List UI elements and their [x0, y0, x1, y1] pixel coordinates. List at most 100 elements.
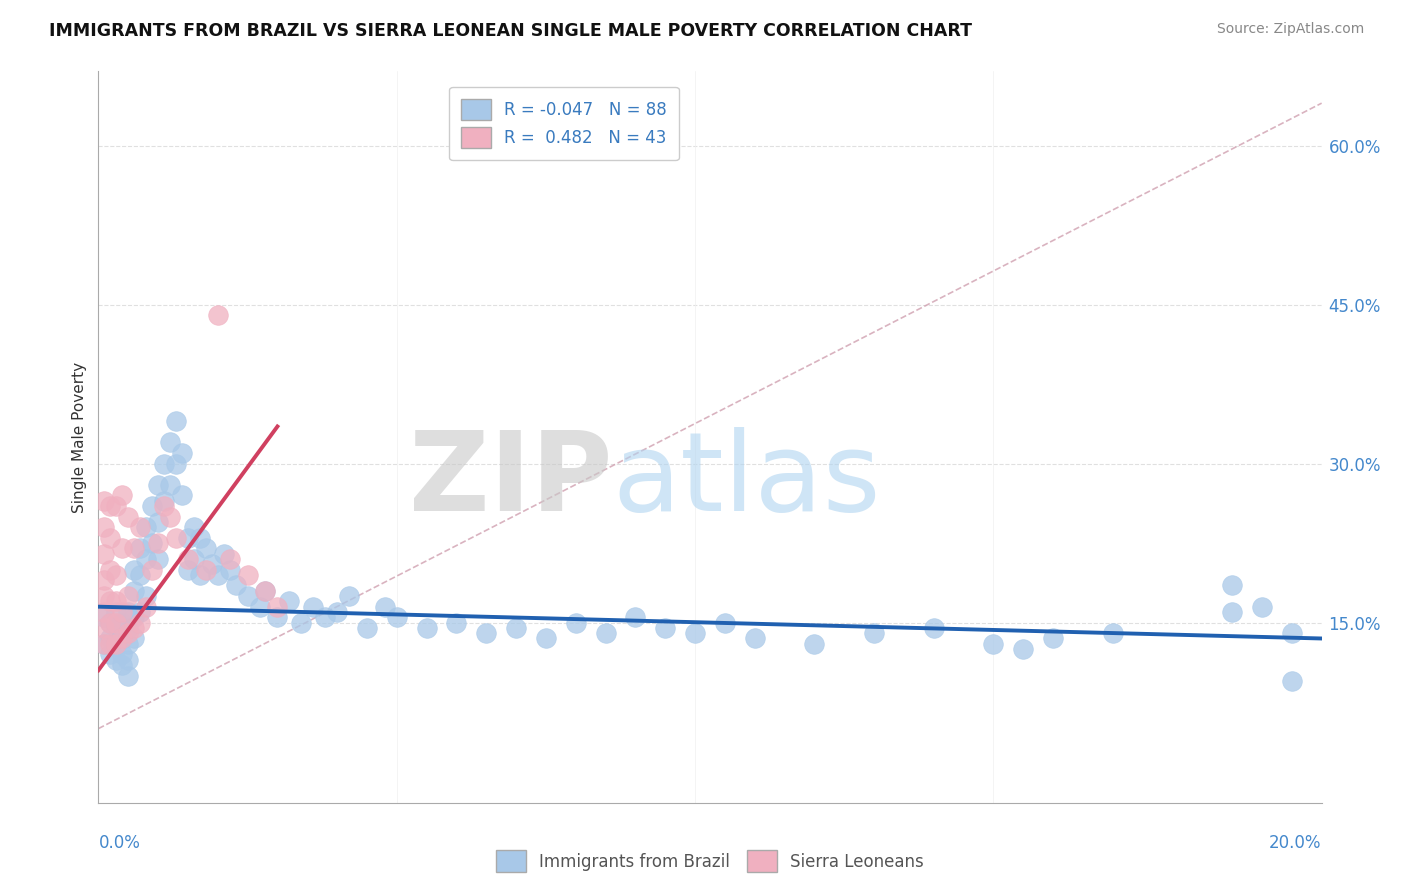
Point — [146, 536, 169, 550]
Point — [93, 573, 115, 587]
Point — [236, 567, 259, 582]
Point — [1101, 626, 1123, 640]
Point — [1012, 642, 1035, 657]
Point — [863, 626, 886, 640]
Point — [337, 589, 360, 603]
Point — [170, 488, 193, 502]
Point — [218, 563, 240, 577]
Text: 20.0%: 20.0% — [1270, 834, 1322, 852]
Point — [122, 541, 145, 556]
Point — [225, 578, 247, 592]
Point — [207, 567, 229, 582]
Point — [983, 637, 1005, 651]
Point — [188, 567, 211, 582]
Point — [374, 599, 396, 614]
Point — [111, 488, 134, 502]
Point — [153, 493, 176, 508]
Point — [159, 477, 181, 491]
Point — [249, 599, 271, 614]
Point — [654, 621, 676, 635]
Point — [111, 648, 134, 662]
Point — [254, 583, 277, 598]
Point — [194, 541, 217, 556]
Point — [159, 435, 181, 450]
Text: ZIP: ZIP — [409, 427, 612, 534]
Point — [117, 589, 139, 603]
Point — [117, 653, 139, 667]
Point — [105, 637, 128, 651]
Point — [475, 626, 498, 640]
Point — [98, 531, 121, 545]
Point — [93, 589, 115, 603]
Point — [194, 563, 217, 577]
Point — [153, 499, 176, 513]
Point — [1251, 599, 1274, 614]
Point — [177, 531, 200, 545]
Point — [93, 605, 115, 619]
Point — [117, 509, 139, 524]
Point — [98, 615, 121, 630]
Point — [105, 605, 128, 619]
Point — [105, 615, 128, 630]
Point — [141, 536, 163, 550]
Point — [117, 637, 139, 651]
Point — [534, 632, 557, 646]
Point — [744, 632, 766, 646]
Point — [122, 563, 145, 577]
Point — [146, 552, 169, 566]
Point — [129, 605, 152, 619]
Point — [165, 414, 187, 428]
Point — [105, 653, 128, 667]
Point — [98, 499, 121, 513]
Point — [236, 589, 259, 603]
Point — [170, 446, 193, 460]
Point — [290, 615, 312, 630]
Point — [1042, 632, 1064, 646]
Point — [505, 621, 527, 635]
Point — [1281, 673, 1303, 688]
Point — [266, 599, 288, 614]
Point — [278, 594, 301, 608]
Point — [93, 637, 115, 651]
Point — [122, 632, 145, 646]
Text: IMMIGRANTS FROM BRAZIL VS SIERRA LEONEAN SINGLE MALE POVERTY CORRELATION CHART: IMMIGRANTS FROM BRAZIL VS SIERRA LEONEAN… — [49, 22, 972, 40]
Text: Source: ZipAtlas.com: Source: ZipAtlas.com — [1216, 22, 1364, 37]
Point — [254, 583, 277, 598]
Point — [93, 547, 115, 561]
Point — [98, 648, 121, 662]
Point — [141, 499, 163, 513]
Point — [98, 632, 121, 646]
Point — [111, 632, 134, 646]
Point — [93, 493, 115, 508]
Point — [105, 637, 128, 651]
Point — [1220, 578, 1243, 592]
Point — [565, 615, 588, 630]
Point — [105, 499, 128, 513]
Point — [129, 567, 152, 582]
Point — [446, 615, 468, 630]
Point — [314, 610, 336, 624]
Point — [105, 621, 128, 635]
Point — [1220, 605, 1243, 619]
Point — [146, 515, 169, 529]
Point — [122, 621, 145, 635]
Point — [111, 605, 134, 619]
Point — [803, 637, 825, 651]
Y-axis label: Single Male Poverty: Single Male Poverty — [72, 361, 87, 513]
Point — [177, 563, 200, 577]
Point — [183, 552, 205, 566]
Point — [302, 599, 325, 614]
Point — [135, 520, 157, 534]
Point — [415, 621, 437, 635]
Point — [129, 541, 152, 556]
Point — [714, 615, 737, 630]
Point — [111, 541, 134, 556]
Point — [98, 563, 121, 577]
Point — [1281, 626, 1303, 640]
Point — [105, 594, 128, 608]
Legend: Immigrants from Brazil, Sierra Leoneans: Immigrants from Brazil, Sierra Leoneans — [489, 844, 931, 879]
Point — [117, 626, 139, 640]
Point — [153, 457, 176, 471]
Point — [141, 563, 163, 577]
Point — [218, 552, 240, 566]
